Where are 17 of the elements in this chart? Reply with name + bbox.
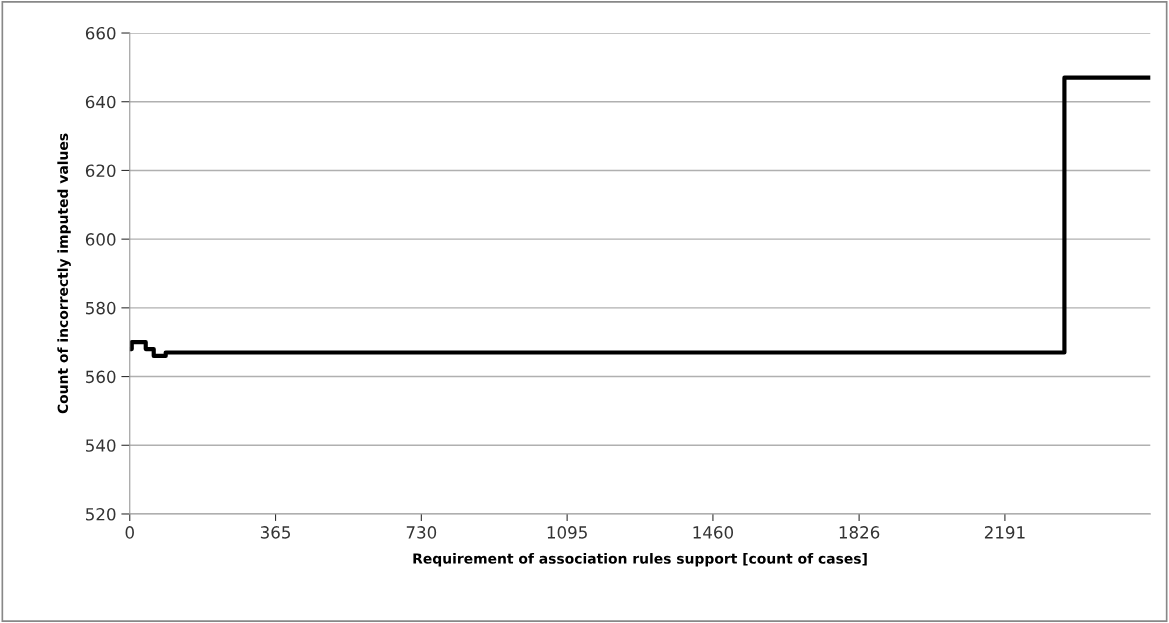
x-tick-label: 0 [125,526,134,539]
x-tick-label: 1460 [693,526,734,539]
x-tick-label: 1826 [839,526,880,539]
y-tick-label: 600 [85,233,116,246]
x-tick-label: 730 [406,526,437,539]
y-tick-label: 540 [86,439,116,452]
x-tick-label: 1095 [547,526,587,539]
x-tick-label: 365 [260,526,290,539]
y-tick-label: 660 [85,26,116,40]
y-tick-label: 580 [86,301,116,315]
y-tick-label: 560 [86,370,116,384]
y-axis-title: Count of incorrectly imputed values [57,133,71,414]
y-tick-label: 620 [85,164,116,177]
y-tick-label: 640 [85,95,116,109]
x-axis-title: Requirement of association rules support [count of cases] [413,553,867,567]
x-tick-label: 2191 [984,526,1025,539]
y-tick-label: 520 [86,507,116,521]
